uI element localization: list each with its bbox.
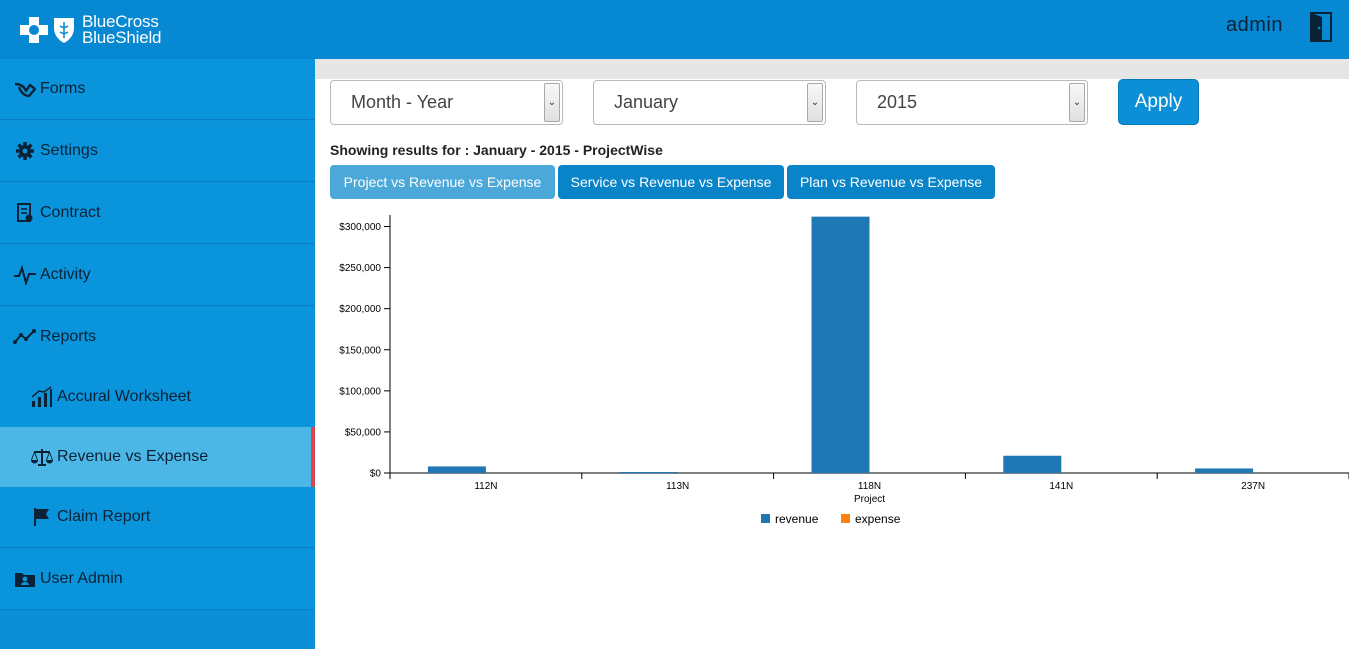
sidebar-item-label: User Admin — [40, 570, 123, 587]
month-select[interactable]: January ⌄ — [593, 80, 826, 125]
legend-swatch-revenue — [761, 514, 770, 523]
brand-line-2: BlueShield — [82, 27, 162, 47]
legend-swatch-expense — [841, 514, 850, 523]
user-name[interactable]: admin — [1226, 14, 1283, 36]
sidebar-item-revenue-vs-expense[interactable]: Revenue vs Expense — [0, 427, 315, 488]
logout-icon[interactable] — [1310, 12, 1332, 42]
shield-logo-icon — [54, 17, 74, 43]
y-tick-label: $50,000 — [345, 427, 382, 438]
y-tick-label: $300,000 — [339, 222, 381, 233]
scale-icon — [27, 447, 57, 467]
bar-revenue — [811, 216, 870, 473]
sidebar-item-label: Activity — [40, 266, 91, 283]
tab-project-vs-revenue-vs-expense[interactable]: Project vs Revenue vs Expense — [330, 165, 555, 199]
x-tick-label: 237N — [1241, 481, 1265, 492]
brand-logo[interactable]: BlueCross BlueShield — [0, 0, 315, 59]
forms-icon — [10, 79, 40, 99]
x-tick-label: 118N — [858, 481, 881, 492]
top-bar: admin — [315, 0, 1349, 59]
x-axis-label: Project — [854, 494, 885, 505]
sidebar-item-contract[interactable]: Contract — [0, 183, 315, 244]
y-tick-label: $100,000 — [339, 386, 381, 397]
x-tick-label: 112N — [474, 481, 497, 492]
bar-revenue — [1195, 468, 1254, 473]
sidebar-item-claim-report[interactable]: Claim Report — [0, 487, 315, 548]
period-type-select[interactable]: Month - Year ⌄ — [330, 80, 563, 125]
sidebar-item-settings[interactable]: Settings — [0, 121, 315, 182]
sidebar-item-label: Forms — [40, 80, 86, 97]
bar-revenue — [619, 472, 678, 473]
toolbar-strip — [315, 59, 1349, 79]
tab-plan-vs-revenue-vs-expense[interactable]: Plan vs Revenue vs Expense — [787, 165, 995, 199]
results-summary: Showing results for : January - 2015 - P… — [330, 142, 663, 158]
bar-chart-icon — [27, 386, 57, 407]
sidebar-item-label: Contract — [40, 204, 101, 221]
sidebar-item-label: Settings — [40, 142, 98, 159]
year-select[interactable]: 2015 ⌄ — [856, 80, 1088, 125]
y-tick-label: $0 — [370, 469, 382, 480]
tab-service-vs-revenue-vs-expense[interactable]: Service vs Revenue vs Expense — [558, 165, 784, 199]
flag-icon — [27, 507, 57, 527]
sidebar-item-forms[interactable]: Forms — [0, 59, 315, 120]
sidebar-item-label: Claim Report — [57, 508, 151, 525]
document-icon — [10, 203, 40, 223]
y-tick-label: $250,000 — [339, 263, 381, 274]
legend-label-revenue: revenue — [775, 512, 819, 526]
user-folder-icon — [10, 569, 40, 589]
y-tick-label: $150,000 — [339, 345, 381, 356]
sidebar-item-user-admin[interactable]: User Admin — [0, 549, 315, 610]
sidebar-item-activity[interactable]: Activity — [0, 245, 315, 306]
sidebar-item-label: Revenue vs Expense — [57, 448, 209, 465]
sidebar: BlueCross BlueShield Forms Settings Cont… — [0, 0, 315, 649]
chevron-down-icon[interactable]: ⌄ — [1069, 83, 1085, 122]
bar-revenue — [1003, 455, 1062, 473]
x-tick-label: 113N — [666, 481, 689, 492]
bluecross-blueshield-mark — [19, 16, 76, 44]
sidebar-item-label: Accural Worksheet — [57, 388, 191, 405]
gear-icon — [10, 141, 40, 161]
apply-button[interactable]: Apply — [1118, 79, 1199, 125]
sidebar-item-accural-worksheet[interactable]: Accural Worksheet — [0, 367, 315, 428]
y-tick-label: $200,000 — [339, 304, 381, 315]
cross-logo-icon — [20, 16, 48, 43]
bar-revenue — [427, 466, 486, 473]
month-value: January — [614, 92, 679, 112]
period-type-value: Month - Year — [351, 92, 454, 112]
sidebar-item-label: Reports — [40, 328, 97, 345]
chevron-down-icon[interactable]: ⌄ — [544, 83, 560, 122]
pulse-icon — [10, 265, 40, 285]
line-chart-icon — [10, 327, 40, 347]
chevron-down-icon[interactable]: ⌄ — [807, 83, 823, 122]
legend-label-expense: expense — [855, 512, 901, 526]
revenue-expense-chart: $0 $50,000 $100,000 $150,000 $200,000 $250,00… — [339, 215, 1349, 526]
brand-line-1: BlueCross — [82, 11, 159, 31]
sidebar-item-reports[interactable]: Reports — [0, 307, 315, 368]
x-tick-label: 141N — [1049, 481, 1073, 492]
year-value: 2015 — [877, 92, 918, 112]
